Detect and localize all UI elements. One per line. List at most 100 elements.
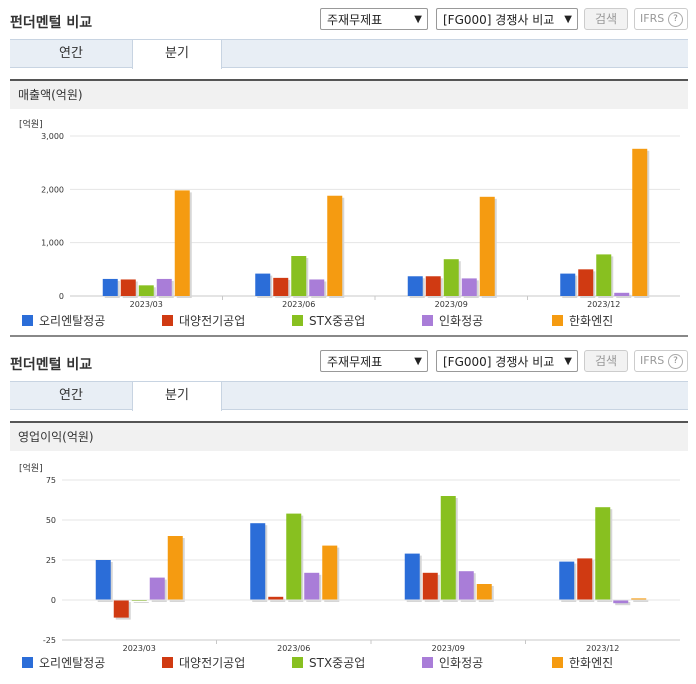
- tab-annual[interactable]: 연간: [59, 46, 83, 61]
- y-tick-label: 75: [46, 476, 56, 485]
- operating-profit-chart: [억원] -25 0 25 50 75 2023/03 2023/06 2023/09 2023/…: [19, 462, 680, 652]
- statement-type-value: 주재무제표: [327, 13, 383, 27]
- x-tick-label: 2023/03: [130, 300, 163, 309]
- bar: [461, 278, 477, 296]
- search-button[interactable]: 검색: [584, 350, 628, 372]
- legend-swatch: [292, 315, 303, 326]
- divider: [10, 335, 688, 337]
- panel-title: 펀더멘털 비교: [10, 357, 93, 373]
- bar: [595, 507, 611, 600]
- y-tick-label: 0: [59, 292, 64, 301]
- legend-swatch: [162, 315, 173, 326]
- x-tick-label: 2023/06: [277, 644, 310, 652]
- period-tabs: 연간 분기: [10, 381, 688, 411]
- bar-shadow: [615, 602, 631, 606]
- chevron-down-icon: ▼: [564, 14, 572, 25]
- bar: [167, 536, 183, 600]
- help-icon[interactable]: ?: [668, 12, 683, 27]
- bar: [255, 273, 271, 296]
- legend-item[interactable]: 대양전기공업: [162, 654, 245, 672]
- tab-quarterly[interactable]: 분기: [132, 381, 222, 411]
- bar-shadow: [133, 602, 149, 603]
- legend-item[interactable]: 한화엔진: [552, 654, 613, 672]
- y-unit-label: [억원]: [19, 462, 43, 474]
- legend-label: 한화엔진: [569, 314, 614, 328]
- legend-label: STX중공업: [309, 656, 366, 670]
- bar: [138, 285, 154, 296]
- legend-label: 대양전기공업: [179, 314, 246, 328]
- y-tick-label: -25: [43, 636, 56, 645]
- bar: [479, 196, 495, 296]
- x-tick-label: 2023/06: [282, 300, 315, 309]
- bar: [95, 560, 111, 600]
- bar: [273, 277, 289, 296]
- bar: [404, 553, 420, 600]
- peer-group-select[interactable]: [FG000] 경쟁사 비교 ▼: [436, 350, 578, 372]
- ifrs-label: IFRS: [640, 354, 665, 367]
- bar: [120, 279, 136, 296]
- statement-type-select[interactable]: 주재무제표 ▼: [320, 350, 428, 372]
- y-tick-label: 0: [51, 596, 56, 605]
- fundamental-panel-operating-profit: 펀더멘털 비교 주재무제표 ▼ [FG000] 경쟁사 비교 ▼ 검색 IFRS…: [0, 342, 696, 684]
- bar: [291, 256, 307, 296]
- search-button[interactable]: 검색: [584, 8, 628, 30]
- bar: [443, 259, 459, 296]
- legend-item[interactable]: 오리엔탈정공: [22, 312, 105, 330]
- period-tabs: 연간 분기: [10, 39, 688, 69]
- legend-swatch: [552, 657, 563, 668]
- legend-swatch: [22, 315, 33, 326]
- bar: [422, 572, 438, 600]
- legend-item[interactable]: STX중공업: [292, 654, 365, 672]
- chevron-down-icon: ▼: [414, 356, 422, 367]
- legend-item[interactable]: STX중공업: [292, 312, 365, 330]
- chevron-down-icon: ▼: [564, 356, 572, 367]
- bar: [156, 278, 172, 296]
- help-icon[interactable]: ?: [668, 354, 683, 369]
- statement-type-value: 주재무제표: [327, 355, 383, 369]
- legend-item[interactable]: 인화정공: [422, 312, 483, 330]
- ifrs-button[interactable]: IFRS ?: [634, 350, 688, 372]
- bar: [476, 584, 492, 600]
- bar: [327, 195, 343, 296]
- legend-label: 오리엔탈정공: [39, 314, 106, 328]
- panel-title: 펀더멘털 비교: [10, 15, 93, 31]
- bar: [250, 523, 266, 600]
- y-unit-label: [억원]: [19, 118, 43, 130]
- tab-annual[interactable]: 연간: [59, 388, 83, 403]
- chevron-down-icon: ▼: [414, 14, 422, 25]
- tab-quarterly[interactable]: 분기: [132, 39, 222, 69]
- chart-legend: 오리엔탈정공 대양전기공업 STX중공업 인화정공 한화엔진: [22, 654, 692, 672]
- bar: [458, 571, 474, 600]
- peer-group-select[interactable]: [FG000] 경쟁사 비교 ▼: [436, 8, 578, 30]
- statement-type-select[interactable]: 주재무제표 ▼: [320, 8, 428, 30]
- x-tick-label: 2023/12: [586, 644, 619, 652]
- y-tick-label: 25: [46, 556, 56, 565]
- bar: [149, 577, 165, 600]
- bar: [631, 598, 647, 600]
- fundamental-panel-revenue: 펀더멘털 비교 주재무제표 ▼ [FG000] 경쟁사 비교 ▼ 검색 IFRS…: [0, 0, 696, 340]
- bar: [613, 600, 629, 604]
- legend-label: STX중공업: [309, 314, 366, 328]
- legend-item[interactable]: 대양전기공업: [162, 312, 245, 330]
- legend-item[interactable]: 오리엔탈정공: [22, 654, 105, 672]
- y-tick-label: 1,000: [41, 239, 64, 248]
- legend-swatch: [292, 657, 303, 668]
- x-tick-label: 2023/09: [432, 644, 465, 652]
- bar: [304, 572, 320, 600]
- x-tick-label: 2023/12: [587, 300, 620, 309]
- ifrs-button[interactable]: IFRS ?: [634, 8, 688, 30]
- legend-item[interactable]: 인화정공: [422, 654, 483, 672]
- bar: [174, 190, 190, 296]
- legend-item[interactable]: 한화엔진: [552, 312, 613, 330]
- bar-shadow: [616, 294, 632, 298]
- bar: [578, 269, 594, 296]
- ifrs-label: IFRS: [640, 12, 665, 25]
- peer-group-value: [FG000] 경쟁사 비교: [443, 13, 555, 27]
- bar: [632, 148, 648, 296]
- revenue-chart: [억원] 0 1,000 2,000 3,000 2023/03 2023/06 2023/0…: [19, 118, 680, 309]
- bar: [614, 292, 630, 296]
- legend-label: 한화엔진: [569, 656, 614, 670]
- bar: [440, 496, 456, 600]
- x-tick-label: 2023/09: [435, 300, 468, 309]
- bar: [102, 278, 118, 296]
